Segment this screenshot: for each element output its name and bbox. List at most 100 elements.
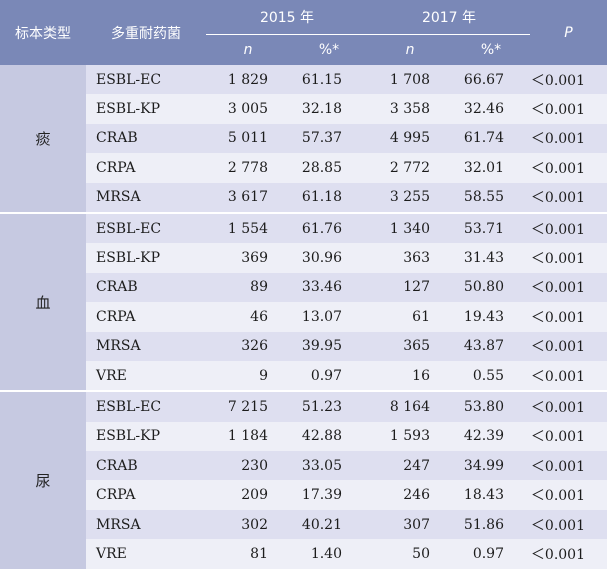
n-2017-cell: 1 340	[368, 211, 452, 244]
table-row: CRPA 46 13.07 61 19.43 ＜0.001	[0, 302, 607, 332]
drug-cell: MRSA	[86, 182, 206, 213]
n-2017-cell: 365	[368, 331, 452, 361]
specimen-label: 血	[0, 211, 86, 392]
n-2017-cell: 2 772	[368, 153, 452, 183]
pct-2017-cell: 50.80	[452, 272, 530, 303]
pct-2017-cell: 32.01	[452, 153, 530, 183]
p-value-cell: ＜0.001	[530, 509, 607, 540]
pct-2017-cell: 61.74	[452, 123, 530, 154]
pct-2015-cell: 28.85	[290, 153, 368, 183]
n-2015-cell: 7 215	[206, 390, 290, 422]
table-row: ESBL-KP 3 005 32.18 3 358 32.46 ＜0.001	[0, 94, 607, 124]
p-value-cell: ＜0.001	[530, 272, 607, 303]
n-2015-cell: 9	[206, 360, 290, 392]
n-2015-cell: 1 554	[206, 211, 290, 244]
table-row: ESBL-KP 1 184 42.88 1 593 42.39 ＜0.001	[0, 421, 607, 452]
p-value-cell: ＜0.001	[530, 65, 607, 95]
drug-cell: VRE	[86, 360, 206, 392]
pct-2017-cell: 51.86	[452, 509, 530, 540]
n-2017-cell: 3 358	[368, 94, 452, 124]
pct-2017-cell: 32.46	[452, 94, 530, 124]
n-2015-cell: 3 005	[206, 94, 290, 124]
n-2015-cell: 5 011	[206, 123, 290, 154]
pct-2017-cell: 18.43	[452, 480, 530, 510]
pct-2017-cell: 58.55	[452, 182, 530, 213]
pct-2015-cell: 17.39	[290, 480, 368, 510]
p-value-cell: ＜0.001	[530, 360, 607, 392]
n-2017-cell: 50	[368, 539, 452, 569]
table-row: MRSA 326 39.95 365 43.87 ＜0.001	[0, 331, 607, 361]
p-value-cell: ＜0.001	[530, 302, 607, 332]
n-2017-cell: 8 164	[368, 390, 452, 422]
drug-cell: ESBL-KP	[86, 94, 206, 124]
header-n-2015: n	[206, 34, 290, 65]
p-value-cell: ＜0.001	[530, 421, 607, 452]
n-2017-cell: 16	[368, 360, 452, 392]
header-pct-2017: %*	[452, 34, 530, 65]
p-value-cell: ＜0.001	[530, 390, 607, 422]
pct-2015-cell: 33.46	[290, 272, 368, 303]
pct-2015-cell: 33.05	[290, 451, 368, 481]
pct-2017-cell: 43.87	[452, 331, 530, 361]
n-2017-cell: 127	[368, 272, 452, 303]
header-p: P	[530, 0, 607, 65]
header-year-2017: 2017 年	[368, 0, 530, 35]
n-2015-cell: 81	[206, 539, 290, 569]
n-2017-cell: 4 995	[368, 123, 452, 154]
table-row: CRPA 2 778 28.85 2 772 32.01 ＜0.001	[0, 153, 607, 183]
table-row: 血 ESBL-EC 1 554 61.76 1 340 53.71 ＜0.001	[0, 211, 607, 392]
pct-2015-cell: 39.95	[290, 331, 368, 361]
p-value-cell: ＜0.001	[530, 211, 607, 244]
drug-cell: ESBL-EC	[86, 211, 206, 244]
table-row: MRSA 302 40.21 307 51.86 ＜0.001	[0, 509, 607, 540]
header-specimen: 标本类型	[0, 0, 86, 65]
n-2017-cell: 363	[368, 243, 452, 273]
p-value-cell: ＜0.001	[530, 480, 607, 510]
specimen-label: 痰	[0, 65, 86, 213]
header-n-2017: n	[368, 34, 452, 65]
n-2015-cell: 302	[206, 509, 290, 540]
drug-cell: ESBL-KP	[86, 243, 206, 273]
n-2017-cell: 1 708	[368, 65, 452, 95]
n-2017-cell: 247	[368, 451, 452, 481]
pct-2015-cell: 1.40	[290, 539, 368, 569]
table-row: CRAB 5 011 57.37 4 995 61.74 ＜0.001	[0, 123, 607, 154]
pct-2015-cell: 13.07	[290, 302, 368, 332]
p-value-cell: ＜0.001	[530, 94, 607, 124]
n-2017-cell: 61	[368, 302, 452, 332]
p-value-cell: ＜0.001	[530, 182, 607, 213]
pct-2017-cell: 19.43	[452, 302, 530, 332]
drug-cell: CRPA	[86, 302, 206, 332]
n-2015-cell: 46	[206, 302, 290, 332]
n-2015-cell: 230	[206, 451, 290, 481]
table-row: CRAB 230 33.05 247 34.99 ＜0.001	[0, 451, 607, 481]
table-row: 痰 ESBL-EC 1 829 61.15 1 708 66.67 ＜0.001	[0, 65, 607, 213]
n-2015-cell: 89	[206, 272, 290, 303]
n-2017-cell: 3 255	[368, 182, 452, 213]
drug-cell: CRAB	[86, 451, 206, 481]
table-row: CRPA 209 17.39 246 18.43 ＜0.001	[0, 480, 607, 510]
drug-cell: CRPA	[86, 480, 206, 510]
table-row: MRSA 3 617 61.18 3 255 58.55 ＜0.001	[0, 182, 607, 213]
specimen-label: 尿	[0, 390, 86, 569]
table-row: ESBL-KP 369 30.96 363 31.43 ＜0.001	[0, 243, 607, 273]
pct-2015-cell: 61.76	[290, 211, 368, 244]
n-2017-cell: 307	[368, 509, 452, 540]
pct-2015-cell: 42.88	[290, 421, 368, 452]
drug-cell: CRPA	[86, 153, 206, 183]
n-2015-cell: 1 829	[206, 65, 290, 95]
pct-2015-cell: 0.97	[290, 360, 368, 392]
pct-2015-cell: 30.96	[290, 243, 368, 273]
header-year-2015: 2015 年	[206, 0, 368, 35]
pct-2015-cell: 61.15	[290, 65, 368, 95]
n-2017-cell: 246	[368, 480, 452, 510]
table-row: CRAB 89 33.46 127 50.80 ＜0.001	[0, 272, 607, 303]
drug-cell: VRE	[86, 539, 206, 569]
p-value-cell: ＜0.001	[530, 153, 607, 183]
p-value-cell: ＜0.001	[530, 331, 607, 361]
n-2015-cell: 369	[206, 243, 290, 273]
pct-2017-cell: 53.71	[452, 211, 530, 244]
header-pct-2015: %*	[290, 34, 368, 65]
n-2015-cell: 326	[206, 331, 290, 361]
